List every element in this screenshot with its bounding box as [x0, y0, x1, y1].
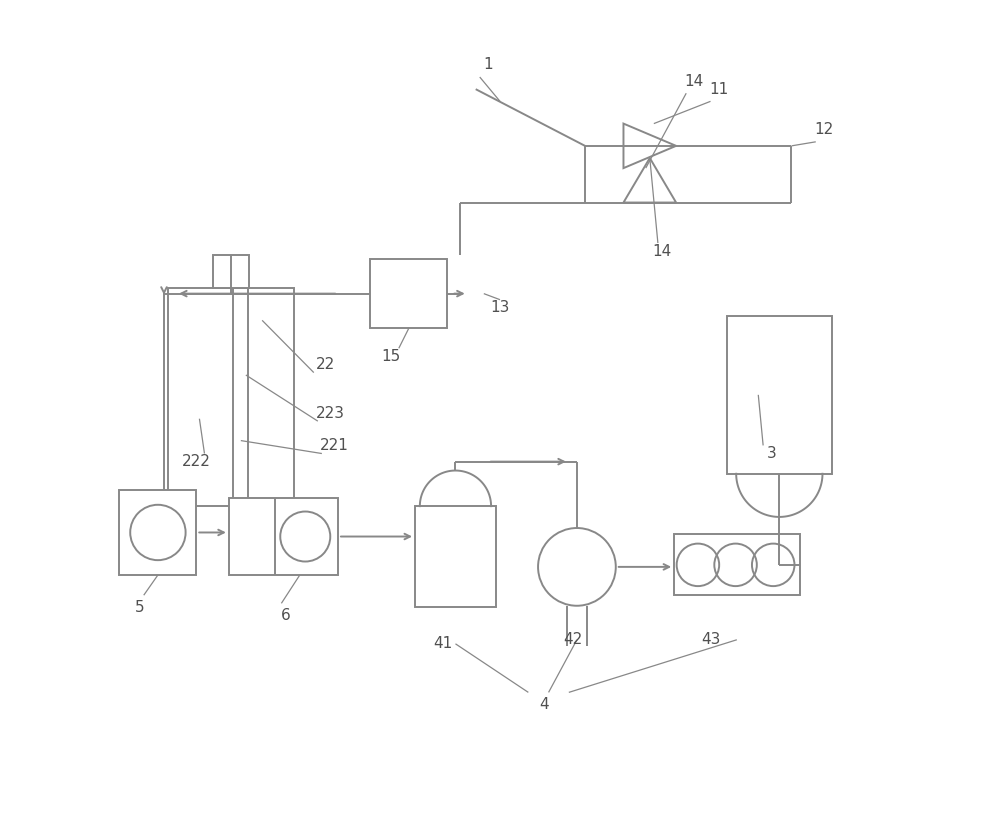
Text: 3: 3 [766, 446, 776, 461]
Bar [213, 255, 249, 288]
Bar [370, 259, 447, 328]
Text: 14: 14 [685, 74, 704, 88]
Bar [229, 498, 338, 575]
Bar [674, 534, 800, 596]
Text: 43: 43 [701, 632, 720, 647]
Text: 41: 41 [434, 636, 453, 651]
Text: 223: 223 [315, 406, 344, 420]
Text: 11: 11 [709, 82, 728, 97]
Text: 14: 14 [652, 244, 672, 258]
Text: 12: 12 [814, 122, 833, 137]
Bar [415, 506, 496, 608]
Text: 15: 15 [381, 348, 400, 364]
Text: 22: 22 [316, 357, 336, 372]
Bar [168, 288, 294, 506]
Text: 5: 5 [135, 600, 145, 615]
Text: 1: 1 [483, 57, 493, 72]
Bar [727, 316, 832, 474]
Text: 4: 4 [540, 697, 549, 712]
Text: 13: 13 [490, 300, 510, 315]
Text: 42: 42 [563, 632, 582, 647]
Text: 222: 222 [182, 454, 211, 470]
Bar [119, 490, 196, 575]
Text: 221: 221 [320, 438, 348, 453]
Text: 6: 6 [281, 608, 290, 623]
